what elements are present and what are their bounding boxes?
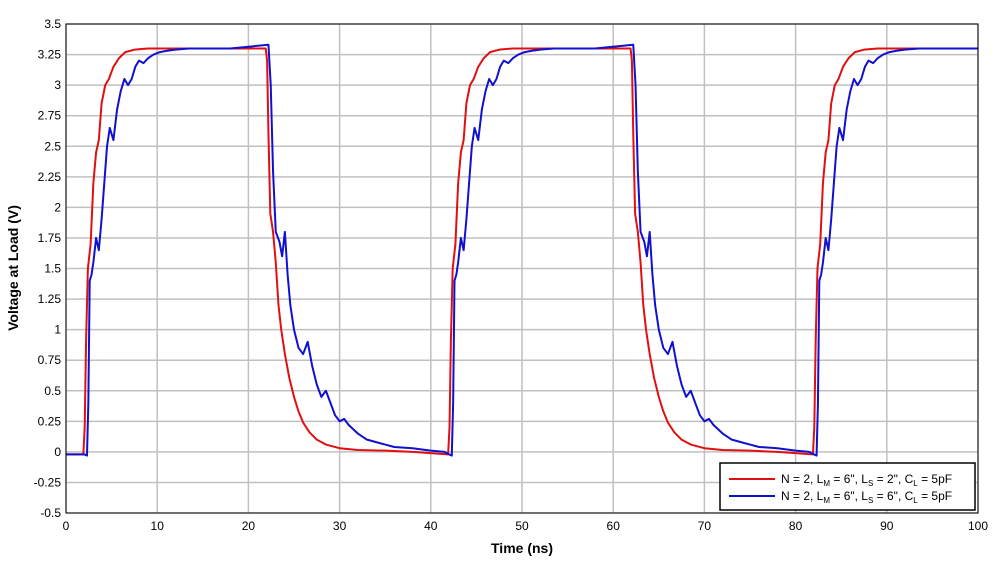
x-tick-label: 50 <box>515 519 529 533</box>
y-tick-label: 2.25 <box>38 170 62 184</box>
legend-box <box>719 462 976 511</box>
y-tick-label: 0.75 <box>38 353 62 367</box>
y-tick-label: 3.5 <box>44 17 61 31</box>
y-tick-label: 1.5 <box>44 262 61 276</box>
x-tick-label: 0 <box>63 519 70 533</box>
x-tick-label: 80 <box>789 519 803 533</box>
x-tick-label: 70 <box>698 519 712 533</box>
series-line-2 <box>66 43 978 457</box>
y-tick-label: 3.25 <box>38 48 62 62</box>
y-tick-label: 0.25 <box>38 414 62 428</box>
x-tick-label: 30 <box>333 519 347 533</box>
legend-entry-series-2: N = 2, LM = 6", LS = 6", CL = 5pF <box>781 489 952 505</box>
x-tick-label: 40 <box>424 519 438 533</box>
legend: N = 2, LM = 6", LS = 2", CL = 5pF N = 2,… <box>719 462 976 511</box>
y-tick-label: 2 <box>54 200 61 214</box>
y-axis-title: Voltage at Load (V) <box>5 205 21 331</box>
y-tick-label: 2.75 <box>38 109 62 123</box>
y-tick-label: 3 <box>54 78 61 92</box>
series-line-1 <box>66 47 978 456</box>
y-tick-label: 1 <box>54 323 61 337</box>
y-tick-label: 0.5 <box>44 384 61 398</box>
y-tick-label: 1.75 <box>38 231 62 245</box>
y-tick-label: 2.5 <box>44 139 61 153</box>
y-tick-labels: -0.5 -0.25 0 0.25 0.5 0.75 1 1.25 1.5 1.75 2 2.25 2.… <box>34 17 62 520</box>
y-tick-label: 1.25 <box>38 292 62 306</box>
series-layer <box>66 43 978 457</box>
y-tick-label: 0 <box>54 445 61 459</box>
x-tick-labels: 0 10 20 30 40 50 60 70 80 90 100 <box>63 519 989 533</box>
legend-entry-series-1: N = 2, LM = 6", LS = 2", CL = 5pF <box>781 472 952 488</box>
x-tick-label: 60 <box>607 519 621 533</box>
x-tick-label: 10 <box>151 519 165 533</box>
plot-border <box>65 23 979 514</box>
x-axis-title: Time (ns) <box>491 540 553 556</box>
y-tick-label: -0.25 <box>34 475 62 489</box>
y-tick-label: -0.5 <box>40 506 61 520</box>
x-tick-label: 20 <box>242 519 256 533</box>
x-tick-label: 100 <box>968 519 988 533</box>
x-tick-label: 90 <box>880 519 894 533</box>
